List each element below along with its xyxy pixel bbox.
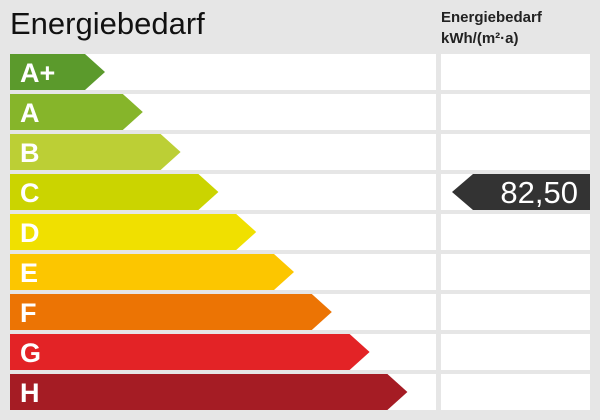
value-label: 82,50 <box>500 175 578 210</box>
class-bar-A+ <box>10 54 105 90</box>
class-bar-C <box>10 174 219 210</box>
value-marker <box>452 174 590 210</box>
class-label: A+ <box>20 58 55 88</box>
class-label: C <box>20 178 40 208</box>
class-label: B <box>20 138 40 168</box>
value-cell <box>441 334 590 370</box>
column-header: Energiebedarf kWh/(m²·a) <box>441 7 542 49</box>
value-cell <box>441 214 590 250</box>
class-label: F <box>20 298 37 328</box>
column-header-title: Energiebedarf <box>441 9 542 26</box>
value-cell <box>441 374 590 410</box>
class-bar-A <box>10 94 143 130</box>
class-bar-F <box>10 294 332 330</box>
class-label: E <box>20 258 38 288</box>
class-label: G <box>20 338 41 368</box>
class-bar-B <box>10 134 181 170</box>
chart-title: Energiebedarf <box>10 6 205 41</box>
class-label: D <box>20 218 40 248</box>
value-cell <box>441 294 590 330</box>
column-header-unit: kWh/(m²·a) <box>441 30 519 47</box>
class-label: A <box>20 98 40 128</box>
class-bar-D <box>10 214 257 250</box>
class-bar-E <box>10 254 294 290</box>
value-cell <box>441 94 590 130</box>
class-label: H <box>20 378 40 408</box>
value-cell <box>441 134 590 170</box>
value-cell <box>441 254 590 290</box>
value-cell <box>441 54 590 90</box>
class-bar-G <box>10 334 370 370</box>
class-bar-H <box>10 374 408 410</box>
